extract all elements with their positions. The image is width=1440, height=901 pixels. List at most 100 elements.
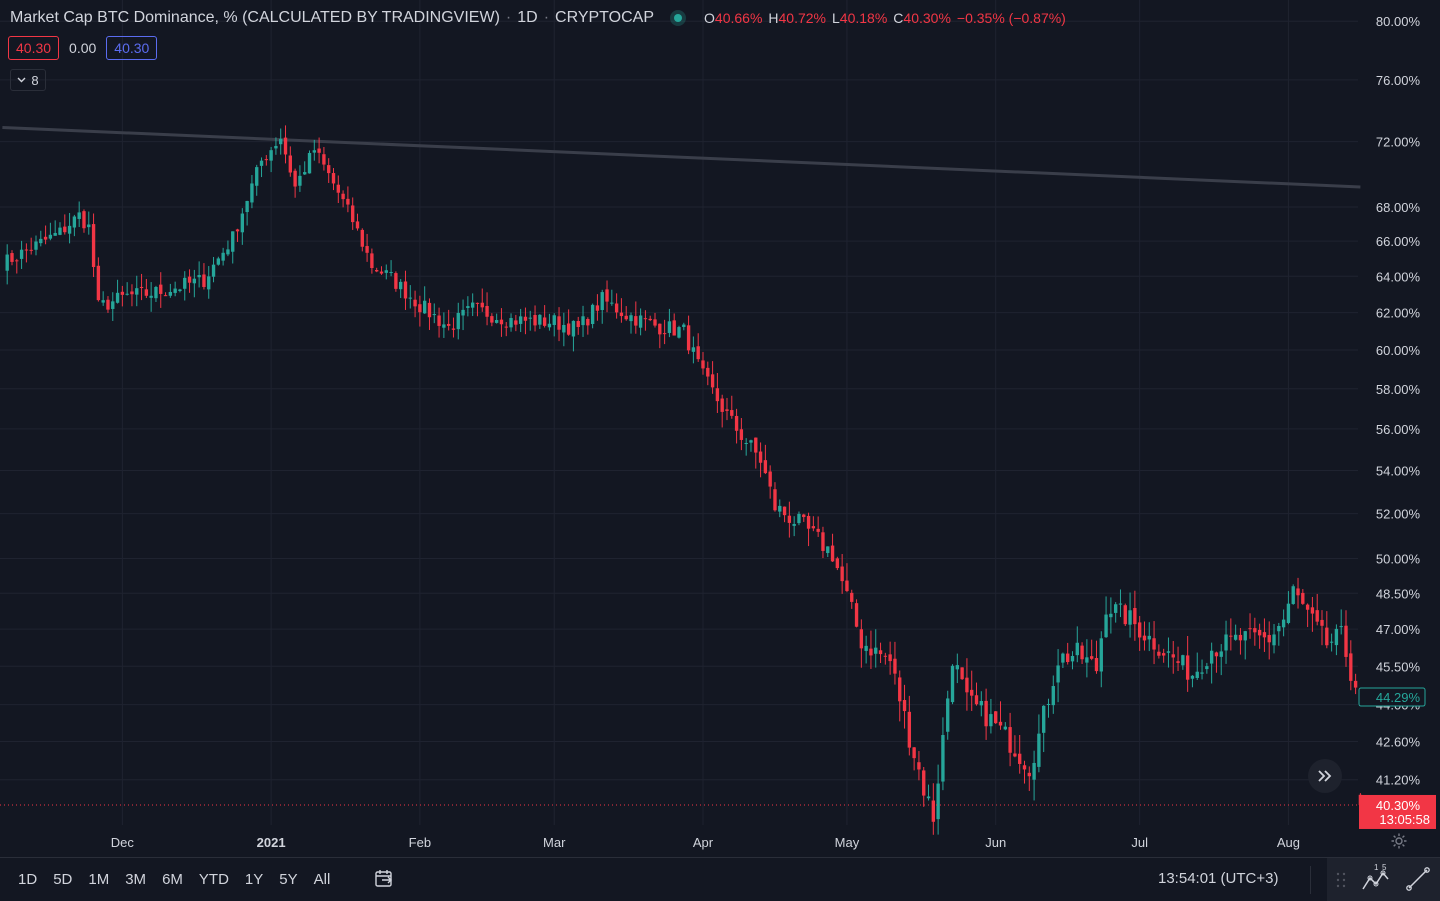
candle xyxy=(159,272,163,308)
scroll-to-realtime-button[interactable] xyxy=(1308,759,1342,793)
candle xyxy=(907,695,912,756)
candle xyxy=(202,263,206,290)
candle xyxy=(240,208,245,245)
candle xyxy=(1147,622,1151,652)
range-all-button[interactable]: All xyxy=(313,871,331,888)
candle xyxy=(192,269,197,298)
candle xyxy=(850,589,854,609)
ohlc-values: O40.66% H40.72% L40.18% C40.30% −0.35% (… xyxy=(704,10,1066,26)
candle xyxy=(590,303,595,329)
candle xyxy=(797,511,801,526)
candle xyxy=(581,305,585,337)
candle xyxy=(605,280,609,313)
candle xyxy=(120,285,125,307)
symbol-title[interactable]: Market Cap BTC Dominance, % (CALCULATED … xyxy=(10,9,500,26)
candle xyxy=(629,312,633,334)
candle xyxy=(926,784,931,801)
candle xyxy=(1320,610,1324,646)
time-tick-label: Apr xyxy=(693,835,714,850)
candle xyxy=(710,361,715,394)
candle xyxy=(418,295,422,327)
candle xyxy=(379,266,384,275)
candle xyxy=(830,533,835,562)
candle xyxy=(1286,591,1291,625)
buy-button[interactable]: 40.30 xyxy=(106,36,158,60)
candle xyxy=(734,408,739,444)
price-tick-label: 45.50% xyxy=(1376,659,1421,674)
candle xyxy=(91,213,96,278)
candle xyxy=(1325,611,1329,649)
range-5y-button[interactable]: 5Y xyxy=(279,871,298,888)
change-value: −0.35% (−0.87%) xyxy=(956,10,1066,26)
price-tick-label: 42.60% xyxy=(1376,735,1421,750)
drawing-line-icon[interactable] xyxy=(1405,866,1431,892)
candle xyxy=(758,442,763,478)
candle xyxy=(221,247,225,266)
candle xyxy=(643,310,648,331)
candle xyxy=(523,307,528,335)
candle xyxy=(557,307,561,342)
price-tick-label: 52.00% xyxy=(1376,507,1421,522)
candle xyxy=(768,465,772,499)
chart-type-icon[interactable]: 1 5 xyxy=(1360,864,1390,894)
range-3m-button[interactable]: 3M xyxy=(125,871,147,888)
candle xyxy=(130,284,134,307)
candle xyxy=(82,209,86,233)
timezone-clock[interactable]: 13:54:01 (UTC+3) xyxy=(1158,870,1279,887)
candle xyxy=(792,516,796,537)
candle xyxy=(1248,613,1252,639)
candle xyxy=(835,556,840,571)
candle xyxy=(902,684,907,729)
candle xyxy=(619,298,624,323)
candle xyxy=(303,161,307,175)
candle xyxy=(394,271,398,292)
chart-legend: Market Cap BTC Dominance, % (CALCULATED … xyxy=(10,9,1066,26)
range-1m-button[interactable]: 1M xyxy=(88,871,110,888)
candle xyxy=(883,652,888,665)
go-to-date-icon[interactable] xyxy=(374,869,396,889)
price-tick-label: 54.00% xyxy=(1376,463,1421,478)
grip-icon[interactable] xyxy=(1336,871,1346,889)
time-tick-label: Jun xyxy=(985,835,1006,850)
candle xyxy=(1353,673,1358,695)
candle xyxy=(1200,659,1204,680)
market-status-icon[interactable] xyxy=(674,14,683,22)
candle xyxy=(845,563,849,593)
candle xyxy=(595,294,600,321)
range-1d-button[interactable]: 1D xyxy=(18,871,38,888)
price-tick-label: 80.00% xyxy=(1376,14,1421,29)
price-tick-label: 41.20% xyxy=(1376,773,1421,788)
candle xyxy=(984,688,988,740)
candle xyxy=(87,211,91,235)
candle xyxy=(446,309,451,331)
candle xyxy=(58,222,62,236)
trendline-drawing[interactable] xyxy=(2,125,1361,189)
price-chart[interactable]: 80.00% 76.00% 72.00% 68.00% 66.00% 64.00% 62.0… xyxy=(0,0,1440,857)
range-ytd-button[interactable]: YTD xyxy=(198,871,229,888)
interval-label[interactable]: 1D xyxy=(517,9,538,26)
candle xyxy=(1243,630,1247,660)
price-tick-label: 50.00% xyxy=(1376,551,1421,566)
candle xyxy=(298,165,302,192)
range-1y-button[interactable]: 1Y xyxy=(244,871,264,888)
candle xyxy=(1205,662,1209,674)
scroll-to-realtime-icon xyxy=(1318,770,1332,782)
candle xyxy=(514,314,518,332)
candle xyxy=(941,717,945,791)
candle xyxy=(816,516,820,537)
range-6m-button[interactable]: 6M xyxy=(162,871,183,888)
candle xyxy=(720,394,724,428)
candle xyxy=(154,285,158,303)
candle xyxy=(686,315,691,355)
candle xyxy=(432,303,436,324)
indicators-toggle-button[interactable]: 8 xyxy=(10,69,46,91)
sell-button[interactable]: 40.30 xyxy=(8,36,60,60)
range-5d-button[interactable]: 5D xyxy=(53,871,73,888)
settings-gear-icon[interactable] xyxy=(1390,832,1408,850)
price-tick-label: 58.00% xyxy=(1376,382,1421,397)
candle xyxy=(912,747,916,771)
candle xyxy=(1003,722,1007,731)
candle xyxy=(413,290,417,318)
exchange-label: CRYPTOCAP xyxy=(555,9,655,26)
candle xyxy=(34,235,38,256)
